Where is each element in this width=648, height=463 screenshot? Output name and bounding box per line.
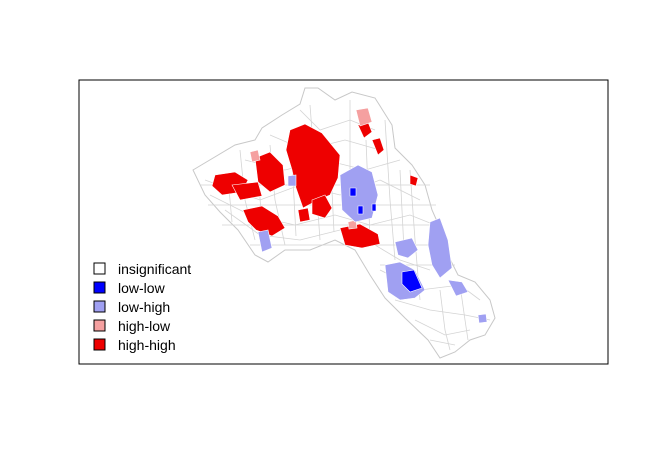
legend-swatch [93, 262, 106, 275]
legend-swatch [93, 338, 106, 351]
legend-item-high-low: high-low [93, 318, 171, 334]
legend-label: low-low [118, 280, 166, 296]
legend-item-high-high: high-high [93, 337, 176, 353]
legend-label: high-low [118, 318, 171, 334]
legend-swatch [93, 319, 106, 332]
legend-item-low-low: low-low [93, 280, 166, 296]
legend-label: insignificant [118, 261, 191, 277]
legend-label: high-high [118, 337, 176, 353]
legend-item-insignificant: insignificant [93, 261, 191, 277]
legend-label: low-high [118, 299, 170, 315]
legend: insignificant low-low low-high high-low … [93, 261, 191, 353]
high-high-areas [211, 121, 419, 249]
legend-swatch [93, 281, 106, 294]
legend-swatch [93, 300, 106, 313]
legend-item-low-high: low-high [93, 299, 170, 315]
choropleth-map [192, 87, 496, 359]
high-low-areas [249, 107, 373, 230]
low-high-areas [257, 164, 488, 324]
low-low-areas [349, 187, 423, 293]
